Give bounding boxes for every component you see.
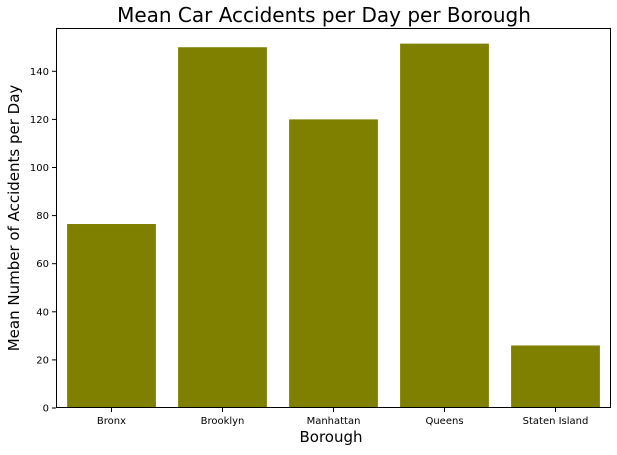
x-tick-label: Queens bbox=[425, 416, 463, 427]
chart-title: Mean Car Accidents per Day per Borough bbox=[117, 3, 531, 27]
bar-brooklyn bbox=[178, 47, 267, 408]
x-axis-label: Borough bbox=[299, 428, 362, 446]
y-tick-label: 20 bbox=[36, 355, 49, 366]
x-tick-label: Bronx bbox=[97, 416, 126, 427]
y-axis: 0 20 40 60 80 100 120 140 bbox=[30, 67, 56, 415]
y-axis-label: Mean Number of Accidents per Day bbox=[5, 85, 23, 352]
y-tick-label: 0 bbox=[43, 404, 49, 415]
bar-bronx bbox=[67, 224, 156, 408]
x-tick-label: Manhattan bbox=[307, 416, 361, 427]
y-tick-label: 60 bbox=[36, 259, 49, 270]
y-tick-label: 140 bbox=[30, 67, 49, 78]
bar-manhattan bbox=[289, 119, 378, 409]
y-tick-label: 120 bbox=[30, 115, 49, 126]
y-tick-label: 100 bbox=[30, 163, 49, 174]
y-tick-label: 80 bbox=[36, 211, 49, 222]
x-tick-label: Staten Island bbox=[523, 416, 589, 427]
plot-area-frame bbox=[56, 28, 611, 408]
x-axis: Bronx Brooklyn Manhattan Queens Staten Islan… bbox=[97, 408, 588, 427]
y-tick-label: 40 bbox=[36, 307, 49, 318]
x-tick-label: Brooklyn bbox=[201, 416, 245, 427]
bars-group bbox=[67, 43, 600, 409]
bar-queens bbox=[400, 43, 489, 409]
bar-staten-island bbox=[511, 345, 600, 408]
